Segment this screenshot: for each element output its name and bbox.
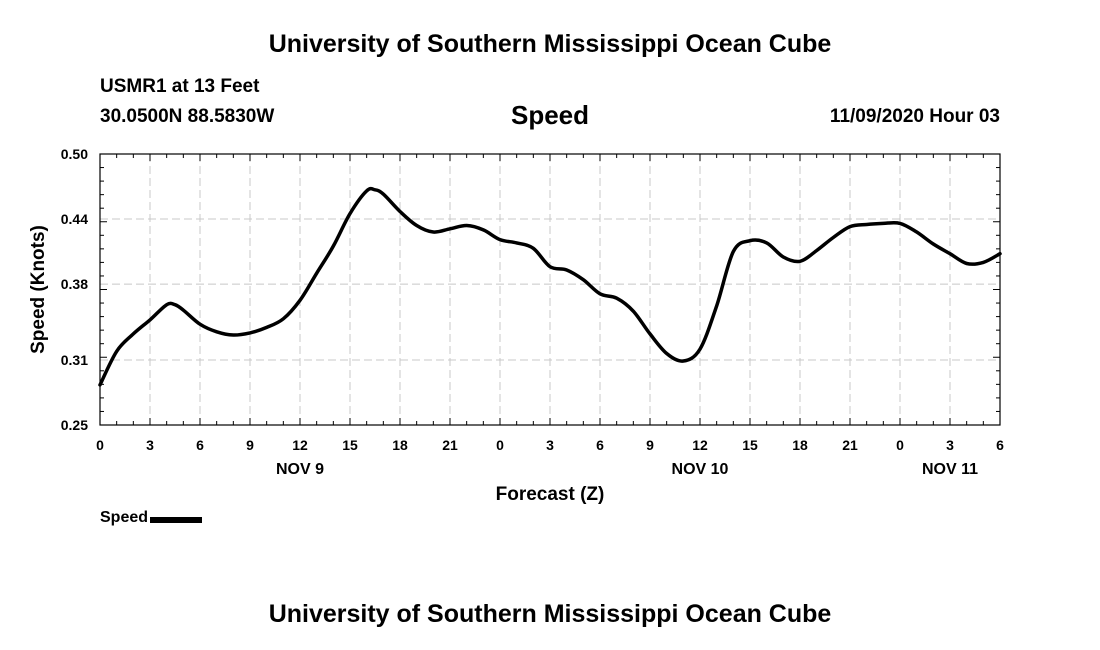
y-tick-label: 0.25 <box>61 417 88 433</box>
station-label: USMR1 at 13 Feet <box>100 76 260 97</box>
legend-swatch <box>150 516 203 523</box>
page-title: University of Southern Mississippi Ocean… <box>268 30 832 58</box>
x-tick-label: 15 <box>342 437 358 453</box>
x-tick-label: 6 <box>196 437 204 453</box>
x-tick-label: 18 <box>392 437 408 453</box>
variable-title: Speed <box>510 100 590 130</box>
y-tick-label: 0.38 <box>61 276 88 292</box>
x-tick-label: 6 <box>596 437 604 453</box>
x-tick-label: 12 <box>692 437 708 453</box>
series-line-speed <box>98 186 1002 387</box>
y-tick-label: 0.50 <box>61 146 88 162</box>
forecast-datetime: 11/09/2020 Hour 03 <box>829 106 1000 127</box>
x-tick-label: 3 <box>946 437 954 453</box>
x-tick-label: 12 <box>292 437 308 453</box>
x-tick-label: 21 <box>442 437 458 453</box>
legend-label: Speed <box>100 509 149 526</box>
x-tick-label: 0 <box>96 437 104 453</box>
station-coordinates: 30.0500N 88.5830W <box>100 106 275 127</box>
x-tick-label: 15 <box>742 437 758 453</box>
x-axis-label: Forecast (Z) <box>496 484 605 505</box>
plot-frame <box>99 153 1001 426</box>
y-axis-label: Speed (Knots) <box>28 225 49 354</box>
x-tick-label: 0 <box>896 437 904 453</box>
legend: Speed <box>100 509 203 527</box>
x-day-label: NOV 10 <box>672 461 729 478</box>
x-day-label: NOV 11 <box>922 461 978 478</box>
x-tick-label: 6 <box>996 437 1004 453</box>
x-tick-label: 3 <box>546 437 554 453</box>
x-tick-label: 21 <box>842 437 858 453</box>
x-tick-label: 9 <box>646 437 654 453</box>
x-tick-label: 9 <box>246 437 254 453</box>
footer-title: University of Southern Mississippi Ocean… <box>268 600 832 628</box>
x-tick-label: 3 <box>146 437 154 453</box>
x-tick-label: 0 <box>496 437 504 453</box>
x-day-label: NOV 9 <box>276 461 324 478</box>
x-tick-label: 18 <box>792 437 808 453</box>
y-tick-label: 0.31 <box>61 352 88 368</box>
y-tick-label: 0.44 <box>61 211 88 227</box>
